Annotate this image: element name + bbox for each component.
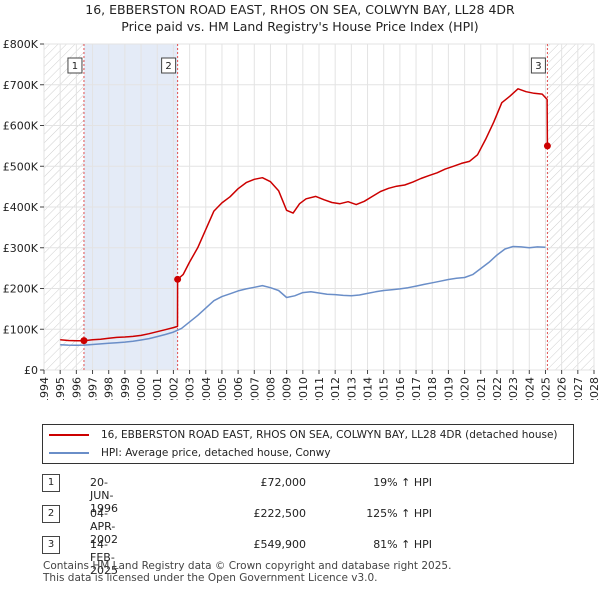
- transaction-hpi: 81% ↑ HPI: [373, 538, 432, 551]
- x-tick-label: 2017: [410, 377, 423, 400]
- legend: 16, EBBERSTON ROAD EAST, RHOS ON SEA, CO…: [42, 424, 574, 464]
- sale-point: [174, 275, 182, 283]
- x-tick-label: 2013: [345, 377, 358, 400]
- sale-label: 1: [72, 61, 78, 72]
- footer-licence: This data is licensed under the Open Gov…: [43, 572, 378, 584]
- transaction-date: 20-JUN-1996: [90, 476, 118, 515]
- y-tick-label: £500K: [3, 160, 39, 173]
- hpi-line: [60, 245, 546, 347]
- x-tick-label: 1999: [119, 377, 132, 400]
- x-tick-label: 2000: [135, 377, 148, 400]
- y-tick-label: £100K: [3, 323, 39, 336]
- x-tick-label: 2028: [588, 377, 600, 400]
- x-tick-label: 2022: [491, 377, 504, 400]
- x-tick-label: 1997: [87, 377, 100, 400]
- transaction-date: 04-APR-2002: [90, 507, 118, 546]
- x-tick-label: 2002: [167, 377, 180, 400]
- x-tick-label: 1995: [54, 377, 67, 400]
- x-tick-label: 2015: [378, 377, 391, 400]
- y-tick-label: £600K: [3, 120, 39, 133]
- x-tick-label: 2009: [281, 377, 294, 400]
- transaction-hpi: 19% ↑ HPI: [373, 476, 432, 489]
- x-tick-label: 2004: [200, 377, 213, 400]
- price-chart: 1 2 3 £0 £100K £200K £300K £400K £500K £600K £700…: [3, 38, 600, 400]
- transaction-badge: 3: [42, 536, 60, 554]
- y-tick-label: £200K: [3, 283, 39, 296]
- transaction-price: £549,900: [253, 538, 307, 551]
- x-tick-label: 2021: [475, 377, 488, 400]
- legend-swatch-hpi: [49, 452, 89, 454]
- x-tick-label: 2006: [232, 377, 245, 400]
- y-tick-label: £300K: [3, 242, 39, 255]
- legend-swatch-property: [49, 434, 89, 436]
- legend-item-hpi: HPI: Average price, detached house, Conw…: [49, 445, 331, 461]
- legend-label-hpi: HPI: Average price, detached house, Conw…: [101, 447, 331, 459]
- x-tick-label: 2023: [507, 377, 520, 400]
- transaction-date: 14-FEB-2025: [90, 538, 118, 577]
- transaction-hpi: 125% ↑ HPI: [366, 507, 432, 520]
- sale-point: [543, 142, 551, 150]
- chart-subtitle: Price paid vs. HM Land Registry's House …: [121, 19, 479, 34]
- transaction-price: £72,000: [260, 476, 307, 489]
- x-tick-label: 2010: [297, 377, 310, 400]
- x-tick-label: 2026: [556, 377, 569, 400]
- sale-point: [80, 337, 88, 345]
- x-tick-label: 2019: [442, 377, 455, 400]
- x-tick-label: 2014: [362, 377, 375, 400]
- x-tick-label: 2024: [523, 377, 536, 400]
- x-tick-label: 2003: [184, 377, 197, 400]
- y-tick-label: £700K: [3, 79, 39, 92]
- y-tick-label: £400K: [3, 201, 39, 214]
- x-tick-label: 2027: [572, 377, 585, 400]
- sale-label-box: [161, 57, 177, 74]
- x-tick-label: 1994: [38, 377, 51, 400]
- y-tick-label: £0: [24, 364, 38, 377]
- x-tick-label: 2025: [539, 377, 552, 400]
- x-tick-label: 2007: [248, 377, 261, 400]
- x-tick-label: 2008: [264, 377, 277, 400]
- legend-item-property: 16, EBBERSTON ROAD EAST, RHOS ON SEA, CO…: [49, 427, 558, 443]
- x-tick-label: 2012: [329, 377, 342, 400]
- property-price-line: [60, 88, 549, 342]
- footer: Contains HM Land Registry data © Crown c…: [43, 560, 451, 584]
- sale-label-box: [530, 57, 546, 74]
- sale-label-box: [67, 57, 83, 74]
- x-tick-label: 1996: [70, 377, 83, 400]
- x-tick-label: 1998: [103, 377, 116, 400]
- x-tick-label: 2016: [394, 377, 407, 400]
- x-tick-label: 2011: [313, 377, 326, 400]
- y-tick-label: £800K: [3, 38, 39, 51]
- sale-label: 2: [165, 61, 171, 72]
- x-tick-label: 2020: [459, 377, 472, 400]
- transaction-badge: 2: [42, 505, 60, 523]
- x-tick-label: 2018: [426, 377, 439, 400]
- chart-title: 16, EBBERSTON ROAD EAST, RHOS ON SEA, CO…: [85, 2, 515, 17]
- transaction-badge: 1: [42, 474, 60, 492]
- sale-label: 3: [535, 61, 541, 72]
- footer-copyright: Contains HM Land Registry data © Crown c…: [43, 560, 452, 572]
- x-tick-label: 2005: [216, 377, 229, 400]
- x-tick-label: 2001: [151, 377, 164, 400]
- transaction-price: £222,500: [253, 507, 307, 520]
- legend-label-property: 16, EBBERSTON ROAD EAST, RHOS ON SEA, CO…: [101, 429, 558, 441]
